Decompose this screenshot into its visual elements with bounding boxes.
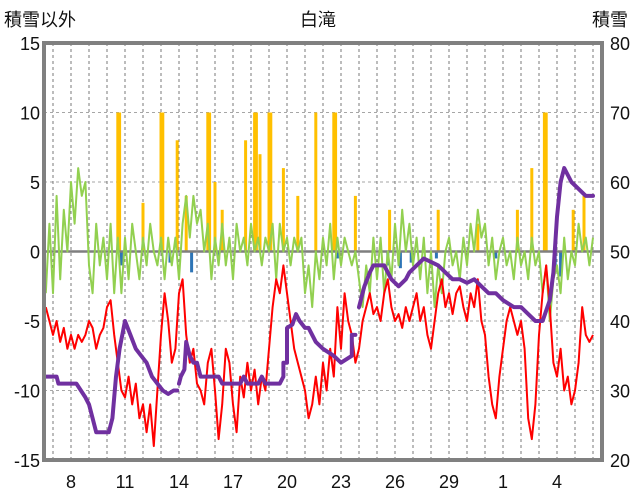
negative-bar: [119, 251, 123, 266]
right-tick-label: 30: [610, 382, 630, 402]
right-tick-label: 60: [610, 173, 630, 193]
precip-bar: [269, 112, 273, 252]
precip-bar: [161, 112, 165, 252]
negative-bar: [190, 251, 194, 273]
left-axis-label: 積雪以外: [4, 10, 76, 30]
precip-bar: [175, 140, 179, 252]
negative-bar: [494, 251, 498, 259]
precip-bar: [281, 168, 285, 252]
precip-bar: [208, 112, 212, 252]
negative-bar: [398, 251, 402, 269]
precip-bar: [296, 195, 300, 252]
right-tick-label: 20: [610, 451, 630, 471]
precip-bar: [184, 195, 188, 252]
precip-bar: [118, 112, 122, 252]
plot-area: [44, 112, 602, 448]
precip-bar: [244, 140, 248, 252]
snow-depth-line: [177, 312, 358, 386]
precip-bar: [436, 209, 440, 252]
left-tick-label: 10: [20, 104, 40, 124]
left-tick-label: 0: [30, 243, 40, 263]
precip-bar: [542, 112, 546, 252]
precip-bar: [530, 168, 534, 252]
precip-bar: [515, 209, 519, 252]
precip-bar: [141, 202, 145, 252]
precip-bar: [213, 182, 217, 252]
left-tick-label: 15: [20, 34, 40, 54]
x-tick-label: 17: [223, 472, 243, 492]
left-tick-label: -5: [24, 312, 40, 332]
precip-bar: [159, 112, 163, 252]
x-tick-label: 23: [331, 472, 351, 492]
precip-bar: [544, 112, 548, 252]
right-tick-label: 40: [610, 312, 630, 332]
precip-bar: [116, 112, 120, 252]
right-tick-label: 80: [610, 34, 630, 54]
negative-bar: [434, 251, 438, 259]
precip-bar: [334, 112, 338, 252]
precip-bar: [476, 223, 480, 252]
chart-title: 白滝: [300, 10, 336, 30]
x-tick-label: 8: [66, 472, 76, 492]
right-tick-label: 50: [610, 243, 630, 263]
negative-bar: [559, 251, 563, 277]
x-tick-label: 29: [439, 472, 459, 492]
plot-frame: [42, 41, 604, 462]
precip-bar: [388, 209, 392, 252]
precip-bar: [254, 112, 258, 252]
snow-depth-line: [357, 166, 595, 323]
snow-depth-line: [44, 319, 180, 435]
left-tick-label: 5: [30, 173, 40, 193]
series-line-1: [44, 167, 594, 322]
precip-bar: [582, 195, 586, 252]
precip-bar: [353, 195, 357, 252]
negative-bar: [335, 251, 339, 259]
x-tick-label: 4: [552, 472, 562, 492]
x-tick-label: 20: [277, 472, 297, 492]
x-tick-label: 1: [498, 472, 508, 492]
x-tick-label: 26: [385, 472, 405, 492]
precip-bar: [332, 112, 336, 252]
right-axis-label: 積雪: [592, 10, 628, 30]
precip-bar: [571, 209, 575, 252]
negative-bar: [409, 251, 413, 263]
precip-bar: [206, 112, 210, 252]
precip-bar: [314, 112, 318, 252]
precip-bar: [253, 112, 257, 252]
x-tick-label: 11: [116, 472, 135, 492]
precip-bar: [267, 112, 271, 252]
series-line-2: [44, 264, 594, 448]
left-tick-label: -10: [14, 382, 40, 402]
left-tick-label: -15: [14, 451, 40, 471]
precip-bar: [258, 154, 262, 252]
x-tick-label: 14: [169, 472, 189, 492]
right-tick-label: 70: [610, 104, 630, 124]
